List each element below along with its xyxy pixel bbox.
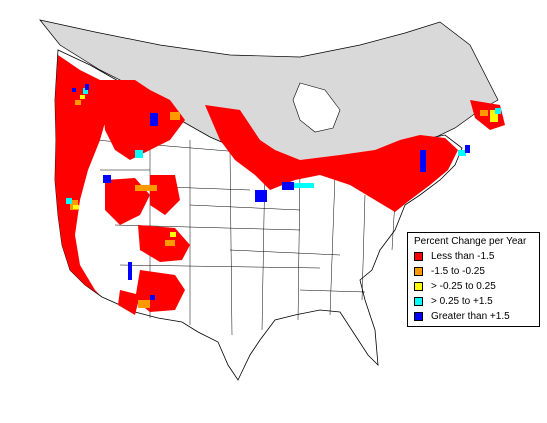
legend-swatch [414, 252, 423, 261]
legend: Percent Change per Year Less than -1.5 -… [407, 232, 540, 327]
legend-swatch [414, 297, 423, 306]
red-regions [55, 55, 505, 315]
yellow-regions [73, 95, 498, 237]
legend-label: > -0.25 to 0.25 [431, 281, 496, 292]
legend-title: Percent Change per Year [414, 236, 527, 247]
legend-label: -1.5 to -0.25 [431, 266, 485, 277]
cyan-regions [66, 88, 501, 204]
legend-label: > 0.25 to +1.5 [431, 296, 493, 307]
state-borders [94, 139, 396, 336]
hudson-bay [292, 82, 341, 133]
legend-swatch [414, 282, 423, 291]
legend-swatch [414, 312, 423, 321]
legend-label: Less than -1.5 [431, 251, 495, 262]
legend-swatch [414, 267, 423, 276]
legend-label: Greater than +1.5 [431, 311, 510, 322]
blue-regions [72, 84, 470, 300]
